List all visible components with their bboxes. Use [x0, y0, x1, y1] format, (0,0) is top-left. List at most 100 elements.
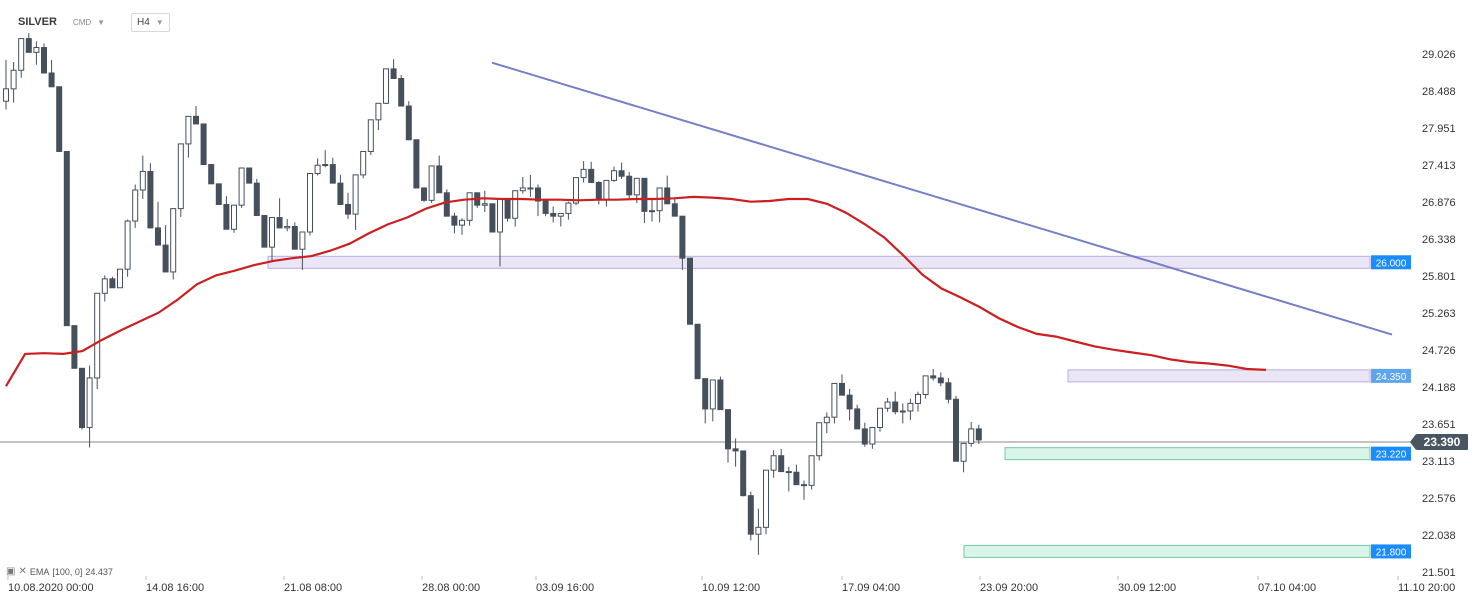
candle-body — [322, 164, 329, 167]
candle-body — [770, 455, 777, 471]
candle-body — [793, 471, 800, 486]
zone-support — [963, 544, 1371, 558]
candle-body — [595, 181, 602, 201]
candle-body — [930, 375, 937, 379]
x-tick-label: 10.09 12:00 — [702, 582, 760, 594]
candle-body — [884, 401, 891, 409]
zone-support — [1004, 447, 1371, 461]
trendline — [491, 61, 1393, 336]
candle-body — [671, 203, 678, 217]
y-tick-label: 23.113 — [1422, 456, 1455, 468]
x-tick-label: 23.09 20:00 — [980, 582, 1038, 594]
candle-body — [117, 268, 123, 289]
candle-body — [694, 323, 701, 380]
candle-body — [892, 401, 899, 413]
x-tick-label: 03.09 16:00 — [536, 582, 594, 594]
candle-body — [56, 86, 63, 152]
candle-body — [132, 189, 139, 222]
price-zones — [267, 255, 1371, 558]
timeframe-label: H4 — [137, 17, 150, 28]
candle-body — [284, 226, 291, 229]
candle-body — [200, 123, 207, 166]
candle-body — [725, 409, 731, 450]
level-tag-label: 23.220 — [1376, 450, 1407, 461]
candle-body — [185, 115, 192, 145]
time-axis: 10.08.2020 00:00 14.08 16:00 21.08 08:00 28… — [7, 576, 1455, 594]
level-tag-label: 26.000 — [1376, 258, 1407, 269]
candle-body — [147, 170, 154, 229]
candle-body — [329, 164, 336, 184]
candle-body — [953, 398, 959, 462]
candle-body — [94, 292, 101, 379]
candle-body — [261, 214, 268, 248]
x-tick-label: 17.09 04:00 — [842, 582, 900, 594]
candle-body — [253, 182, 260, 216]
y-tick-label: 22.038 — [1422, 530, 1456, 542]
candle-body — [413, 139, 420, 189]
x-tick-label: 07.10 04:00 — [1258, 582, 1316, 594]
candle-body — [512, 190, 519, 219]
candle-body — [785, 471, 792, 474]
settings-icon[interactable]: ▣ — [6, 566, 16, 577]
candle-body — [778, 455, 785, 473]
candle-body — [861, 428, 868, 445]
candle-body — [345, 203, 351, 215]
level-tags: 26.000 24.350 23.220 21.800 23.390 — [1371, 255, 1468, 559]
candle-body — [63, 150, 70, 327]
candle-body — [740, 450, 747, 497]
symbol-dropdown-icon[interactable]: ▼ — [97, 17, 106, 27]
candle-body — [246, 167, 253, 184]
timeframe-selector[interactable]: H4 ▼ — [131, 13, 170, 32]
candle-body — [436, 165, 443, 194]
candle-body — [451, 215, 458, 226]
candle-body — [193, 115, 199, 125]
close-icon[interactable]: ✕ — [18, 566, 27, 577]
candle-body — [664, 187, 671, 205]
level-tag-label: 24.350 — [1376, 372, 1407, 383]
candle-body — [25, 38, 32, 53]
candle-body — [71, 325, 78, 369]
candle-body — [337, 182, 344, 205]
symbol-name[interactable]: SILVER — [18, 16, 57, 28]
y-tick-label: 26.876 — [1422, 197, 1456, 209]
current-price-pointer — [1410, 433, 1416, 450]
candle-body — [489, 203, 496, 233]
candle-body — [960, 442, 967, 462]
candle-body — [823, 416, 830, 424]
candle-body — [405, 105, 412, 141]
candle-body — [519, 187, 526, 192]
candle-body — [816, 422, 823, 457]
candle-body — [86, 377, 93, 429]
candle-body — [79, 367, 85, 429]
candle-body — [177, 143, 184, 210]
y-tick-label: 24.726 — [1422, 345, 1456, 357]
candle-body — [497, 198, 503, 233]
candle-body — [428, 165, 435, 201]
candle-body — [922, 375, 929, 395]
candle-body — [367, 119, 374, 152]
y-tick-label: 29.026 — [1422, 49, 1456, 61]
candle-body — [618, 170, 625, 177]
x-tick-label: 11.10 20:00 — [1398, 582, 1455, 594]
candle-body — [155, 227, 161, 246]
candle-body — [687, 257, 693, 325]
candle-body — [550, 212, 557, 217]
y-tick-label: 25.801 — [1422, 271, 1456, 283]
x-tick-label: 28.08 00:00 — [422, 582, 480, 594]
candle-body — [360, 150, 367, 176]
y-tick-label: 24.188 — [1422, 382, 1456, 394]
ema-polyline — [5, 195, 1267, 387]
candle-body — [276, 217, 283, 229]
x-tick-label: 10.08.2020 00:00 — [8, 582, 94, 594]
candle-body — [565, 202, 572, 214]
zone-resistance — [267, 255, 1371, 269]
indicator-value: 24.437 — [85, 566, 113, 577]
candle-body — [352, 174, 359, 215]
chart-header: SILVER CMD ▼ — [18, 12, 105, 32]
y-tick-label: 23.651 — [1422, 419, 1456, 431]
candle-body — [101, 278, 108, 294]
x-tick-label: 21.08 08:00 — [284, 582, 342, 594]
candle-body — [170, 208, 177, 273]
candle-body — [702, 378, 709, 410]
